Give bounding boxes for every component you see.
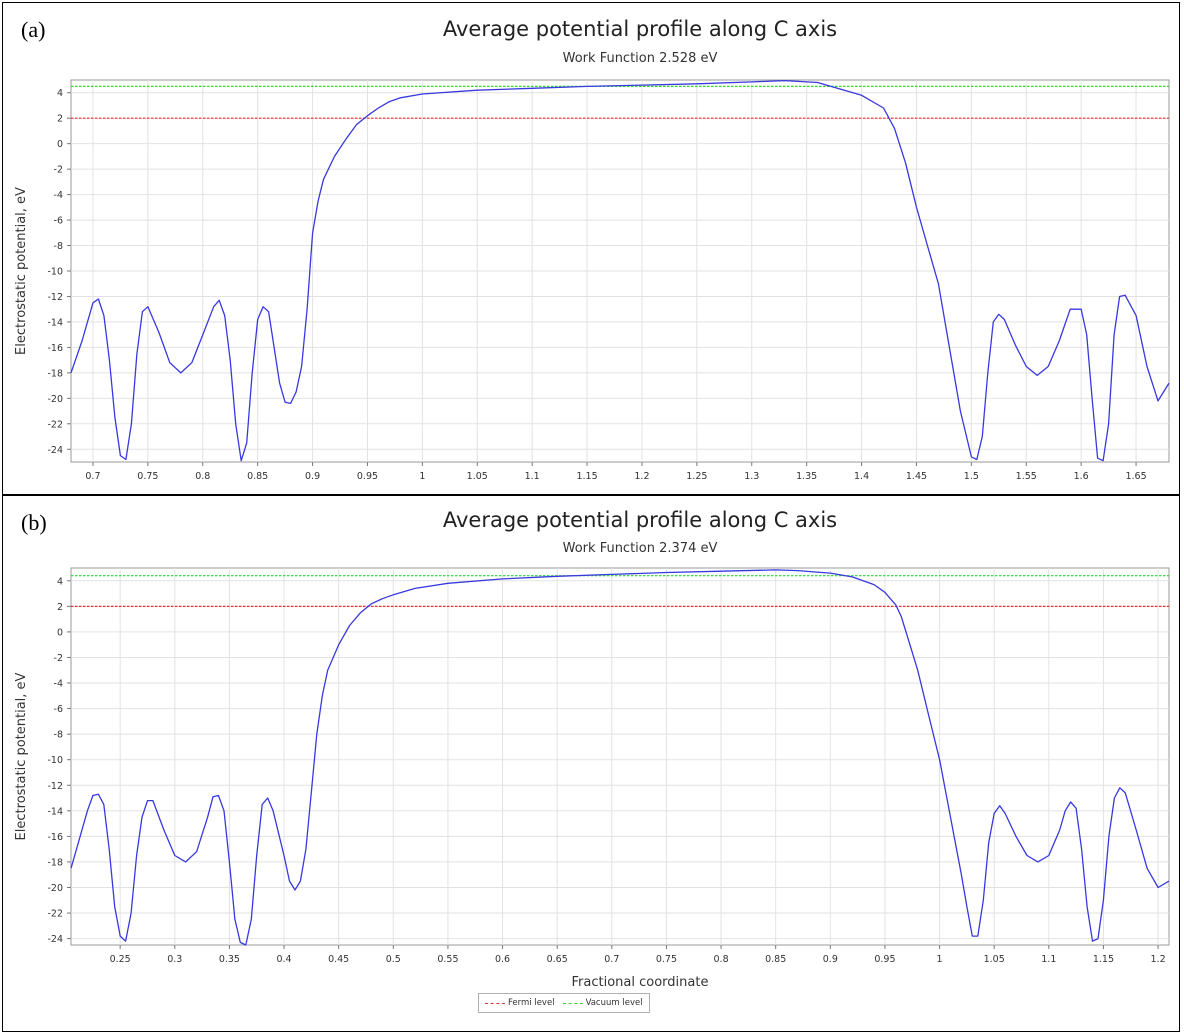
y-tick-label: -4: [54, 679, 63, 690]
chart-subtitle: Work Function 2.528 eV: [563, 51, 718, 66]
x-tick-label: 1.65: [1125, 471, 1146, 482]
legend-swatch-vacuum: [562, 1002, 583, 1004]
plot-area: [70, 567, 1170, 946]
x-tick-label: 1.15: [1093, 954, 1114, 965]
y-tick-label: -6: [54, 704, 63, 715]
y-tick-label: -2: [54, 165, 63, 176]
y-tick-label: 0: [57, 627, 63, 638]
x-tick-label: 0.45: [328, 954, 349, 965]
x-tick-label: 1: [937, 954, 943, 965]
x-tick-label: 0.85: [765, 954, 786, 965]
y-tick-label: -22: [47, 419, 63, 430]
legend-entry-fermi: Fermi level: [485, 998, 555, 1008]
legend-swatch-fermi: [485, 1002, 505, 1004]
y-tick-label: -16: [47, 832, 63, 843]
potential-series-line: [70, 569, 1170, 946]
panel-label-a: (a): [21, 17, 46, 42]
chart-b: Average potential profile along C axis Wo…: [14, 508, 1170, 990]
chart-a: Average potential profile along C axis Wo…: [14, 17, 1170, 482]
x-tick-label: 0.75: [656, 954, 677, 965]
y-tick-label: -20: [47, 394, 63, 405]
x-tick-label: 0.95: [357, 471, 378, 482]
x-tick-label: 0.85: [247, 471, 268, 482]
x-tick-label: 1.2: [634, 471, 649, 482]
chart-title: Average potential profile along C axis: [443, 508, 837, 532]
x-tick-label: 1.5: [964, 471, 979, 482]
y-tick-label: -22: [47, 909, 63, 920]
x-tick-label: 1.3: [744, 471, 759, 482]
y-tick-label: -10: [47, 267, 63, 278]
x-tick-label: 1.4: [854, 471, 869, 482]
x-tick-label: 0.9: [823, 954, 838, 965]
x-tick-label: 0.9: [305, 471, 320, 482]
y-tick-label: 4: [57, 88, 63, 99]
x-axis-label: Fractional coordinate: [572, 975, 709, 990]
x-tick-label: 0.7: [85, 471, 100, 482]
x-tick-label: 0.3: [167, 954, 182, 965]
y-tick-label: -24: [47, 445, 63, 456]
panel-a: (a) Average potential profile along C ax…: [2, 2, 1180, 495]
x-tick-label: 0.5: [386, 954, 401, 965]
legend-entry-vacuum: Vacuum level: [562, 998, 643, 1008]
x-tick-label: 1.25: [686, 471, 707, 482]
legend-label-fermi: Fermi level: [508, 998, 555, 1008]
y-tick-label: -6: [54, 216, 63, 227]
x-tick-label: 0.4: [276, 954, 291, 965]
x-tick-label: 1.55: [1016, 471, 1037, 482]
x-tick-label: 1.6: [1074, 471, 1089, 482]
y-tick-label: -18: [47, 368, 63, 379]
x-tick-label: 0.6: [495, 954, 510, 965]
x-tick-label: 0.35: [219, 954, 240, 965]
y-tick-label: -14: [47, 317, 63, 328]
legend: Fermi level Vacuum level: [478, 993, 650, 1013]
y-tick-label: 0: [57, 139, 63, 150]
x-tick-label: 1.1: [525, 471, 540, 482]
y-tick-label: 4: [57, 576, 63, 587]
x-tick-label: 1.2: [1151, 954, 1166, 965]
x-tick-label: 0.55: [437, 954, 458, 965]
y-tick-label: -20: [47, 883, 63, 894]
x-tick-label: 0.95: [874, 954, 895, 965]
x-tick-label: 1.15: [576, 471, 597, 482]
x-tick-label: 0.8: [195, 471, 210, 482]
y-axis-label: Electrostatic potential, eV: [14, 672, 29, 840]
y-tick-label: -2: [54, 653, 63, 664]
y-tick-label: -8: [54, 241, 63, 252]
y-tick-label: -24: [47, 934, 63, 945]
x-tick-label: 0.65: [547, 954, 568, 965]
panel-label-b: (b): [21, 510, 47, 535]
x-tick-label: 1.05: [467, 471, 488, 482]
y-tick-label: -14: [47, 806, 63, 817]
x-tick-label: 0.75: [137, 471, 158, 482]
chart-subtitle: Work Function 2.374 eV: [563, 541, 718, 556]
x-tick-label: 1: [419, 471, 425, 482]
y-tick-label: 2: [57, 114, 63, 125]
x-tick-label: 0.7: [604, 954, 619, 965]
y-tick-label: -16: [47, 343, 63, 354]
potential-series-line: [70, 79, 1170, 462]
y-tick-label: 2: [57, 602, 63, 613]
y-tick-label: -12: [47, 781, 63, 792]
y-tick-label: -10: [47, 755, 63, 766]
x-tick-label: 1.35: [796, 471, 817, 482]
x-tick-label: 1.05: [984, 954, 1005, 965]
y-axis-label: Electrostatic potential, eV: [14, 187, 29, 355]
y-tick-label: -8: [54, 730, 63, 741]
x-tick-label: 0.25: [110, 954, 131, 965]
chart-title: Average potential profile along C axis: [443, 17, 837, 41]
x-tick-label: 1.1: [1041, 954, 1056, 965]
y-tick-label: -4: [54, 190, 63, 201]
panel-b: (b) Average potential profile along C ax…: [2, 495, 1180, 1032]
y-tick-label: -12: [47, 292, 63, 303]
x-tick-label: 1.45: [906, 471, 927, 482]
x-tick-label: 0.8: [714, 954, 729, 965]
legend-label-vacuum: Vacuum level: [585, 998, 643, 1008]
y-tick-label: -18: [47, 857, 63, 868]
